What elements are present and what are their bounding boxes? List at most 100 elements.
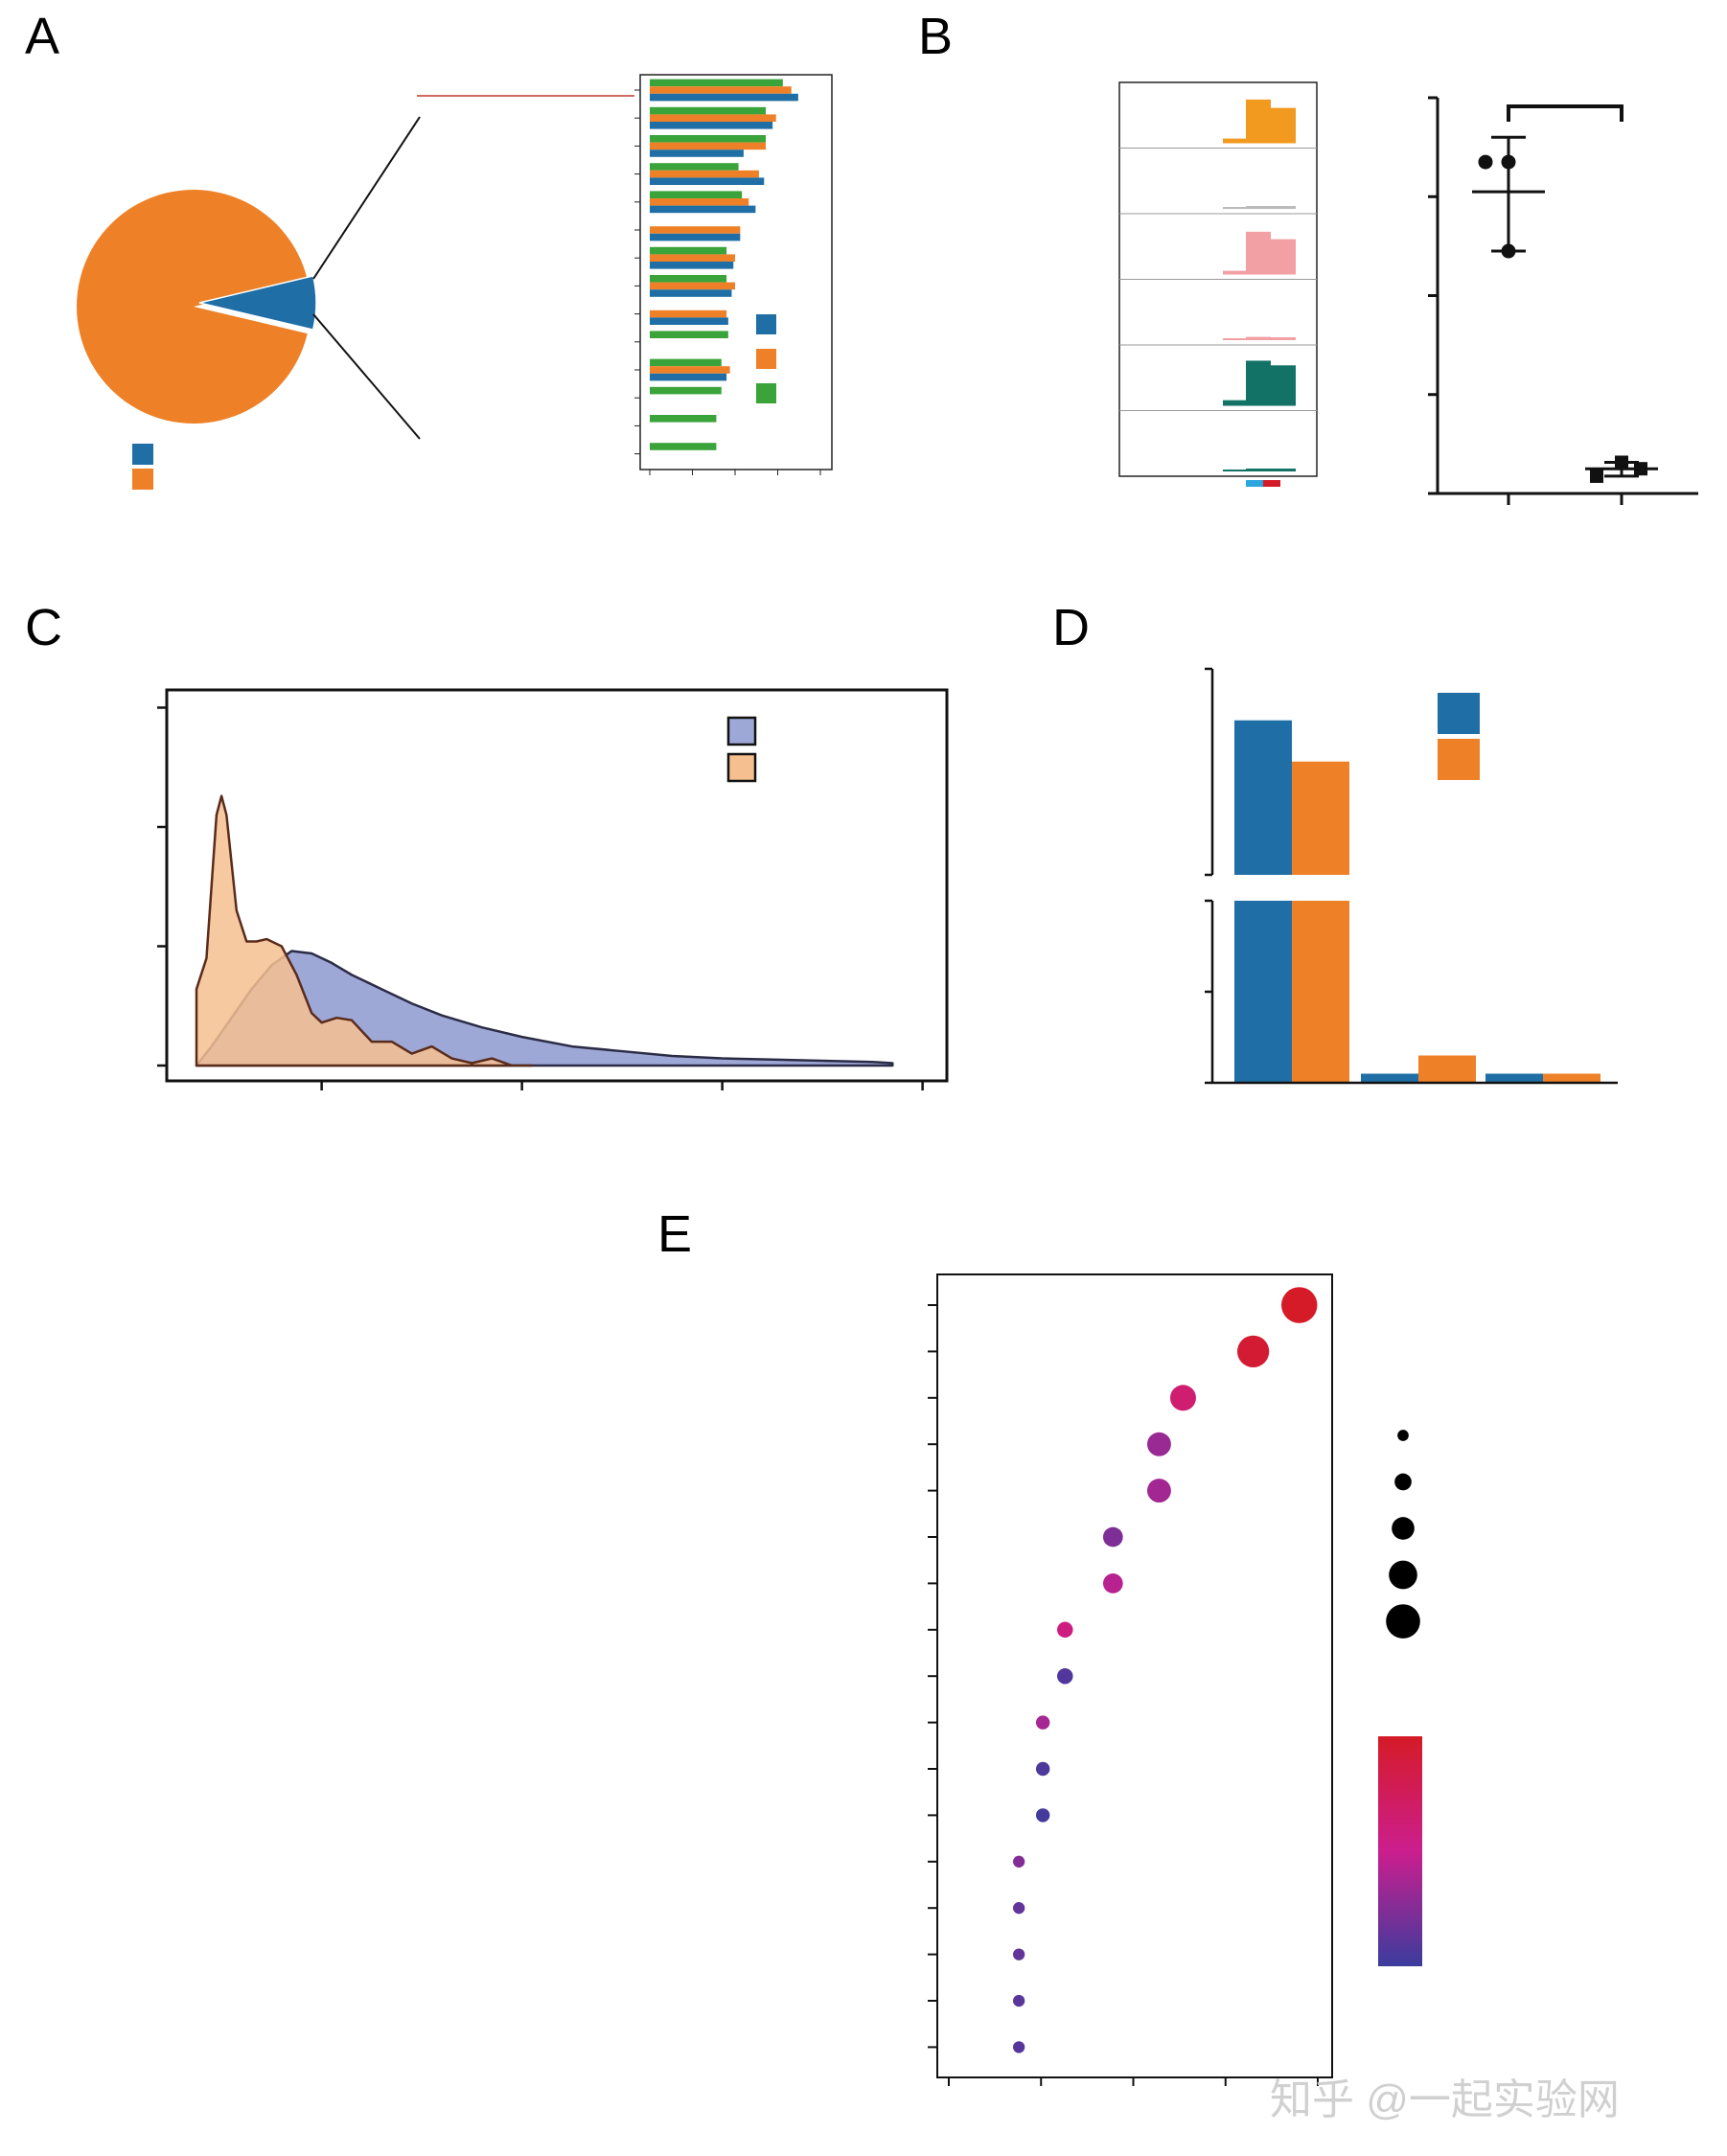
cpm-point-ip [1501,154,1516,170]
size-legend-dot [1389,1560,1417,1590]
coverage-bar [1246,231,1271,274]
bar-rep1 [650,93,798,102]
bar-legend-swatch-rep2 [756,349,776,369]
bar-non-enriched [1418,1055,1476,1083]
cpm-point-ip [1501,243,1516,259]
go-dot [1236,1335,1270,1368]
bar-rep3 [650,191,743,198]
go-dot [1057,1621,1073,1639]
go-frame [936,1273,1333,2078]
bar-rep3 [650,415,717,423]
bar-rep2 [650,198,749,206]
bar-enriched [1361,1073,1418,1083]
go-dot [1102,1573,1123,1594]
cpm-point-input [1634,462,1647,476]
legend-swatch-enriched [132,444,153,465]
go-dot [1013,2041,1025,2053]
bar-enriched [1485,1073,1543,1083]
bar-rep3 [650,163,739,171]
zoom-line-upper [312,116,421,280]
cpm-point-input [1615,455,1628,470]
density-frame [165,688,949,1083]
panel-e: E [657,1205,1422,2086]
bar-rep1 [650,177,765,185]
bar-rep2 [650,310,727,318]
go-dot [1147,1479,1171,1503]
size-legend-dot [1394,1473,1412,1491]
bar-rep2 [650,226,741,234]
bar-rep1 [650,262,734,269]
density-area-non-enriched [195,794,534,1067]
bar-rep1 [650,122,773,129]
bar-rep2 [650,170,759,178]
bar-plot-frame [639,74,833,470]
panel-label-b: B [918,8,953,65]
bar-non-enriched [1292,901,1349,1083]
coverage-bar [1271,239,1296,274]
panel-label-a: A [25,8,59,65]
coverage-bar [1223,400,1246,405]
cpm-point-input [1590,469,1603,483]
watermark: 知乎 @一起实验网 [1270,2076,1620,2123]
coverage-bar [1223,270,1246,274]
bar-non-enriched-upper [1292,761,1349,875]
bar-legend-swatch-rep1 [756,314,776,334]
junction-marker-left [1246,480,1263,487]
bar-rep1 [650,149,744,157]
go-dot [1147,1432,1171,1456]
d-legend-swatch [1438,693,1480,734]
go-dot [1169,1385,1196,1411]
go-dot [1057,1667,1073,1685]
panel-label-c: C [25,599,62,656]
panel-label-e: E [657,1205,692,1263]
bar-rep3 [650,135,767,143]
coverage-bar [1223,138,1246,143]
coverage-bar [1271,107,1296,143]
bar-rep2 [650,282,735,290]
density-legend-swatch [726,716,757,746]
panel-b: B [918,8,1698,505]
bar-rep3 [650,106,767,115]
bar-rep1 [650,373,727,381]
bar-legend-swatch-rep3 [756,383,776,403]
d-legend-swatch [1438,739,1480,780]
bar-non-enriched [1543,1073,1600,1083]
coverage-bar [1246,336,1271,339]
bar-rep1 [650,205,756,214]
coverage-bar [1271,365,1296,405]
panel-c: C [25,599,949,1090]
go-dot [1035,1715,1050,1730]
bar-rep1 [650,317,728,325]
go-dot [1013,1855,1025,1868]
go-dot [1035,1808,1050,1823]
bar-enriched-upper [1234,720,1292,875]
bar-rep1 [650,233,741,241]
bar-rep2 [650,86,792,94]
bar-rep3 [650,443,717,450]
zoom-line-lower [312,313,421,440]
bar-rep3 [650,79,783,87]
go-dot [1102,1526,1123,1548]
cpm-point-ip [1478,154,1493,170]
bar-rep3 [650,246,727,255]
color-legend-bar [1378,1736,1422,1966]
size-legend-dot [1397,1430,1409,1441]
bar-rep3 [650,275,727,283]
bar-enriched [1234,901,1292,1083]
coverage-bar [1246,360,1271,405]
bar-rep3 [650,331,728,338]
bar-rep2 [650,114,776,122]
go-dot [1013,1902,1025,1915]
go-dot [1013,1948,1025,1961]
bar-rep1 [650,289,732,297]
pie-slice-non-enriched [77,189,308,424]
go-dot [1013,1994,1025,2007]
bar-rep2 [650,142,767,150]
junction-marker-right [1263,480,1280,487]
size-legend-dot [1392,1517,1415,1540]
panel-a: A [25,8,833,490]
bar-rep3 [650,358,722,367]
bar-rep2 [650,366,730,374]
panel-d: D [1052,599,1618,1085]
